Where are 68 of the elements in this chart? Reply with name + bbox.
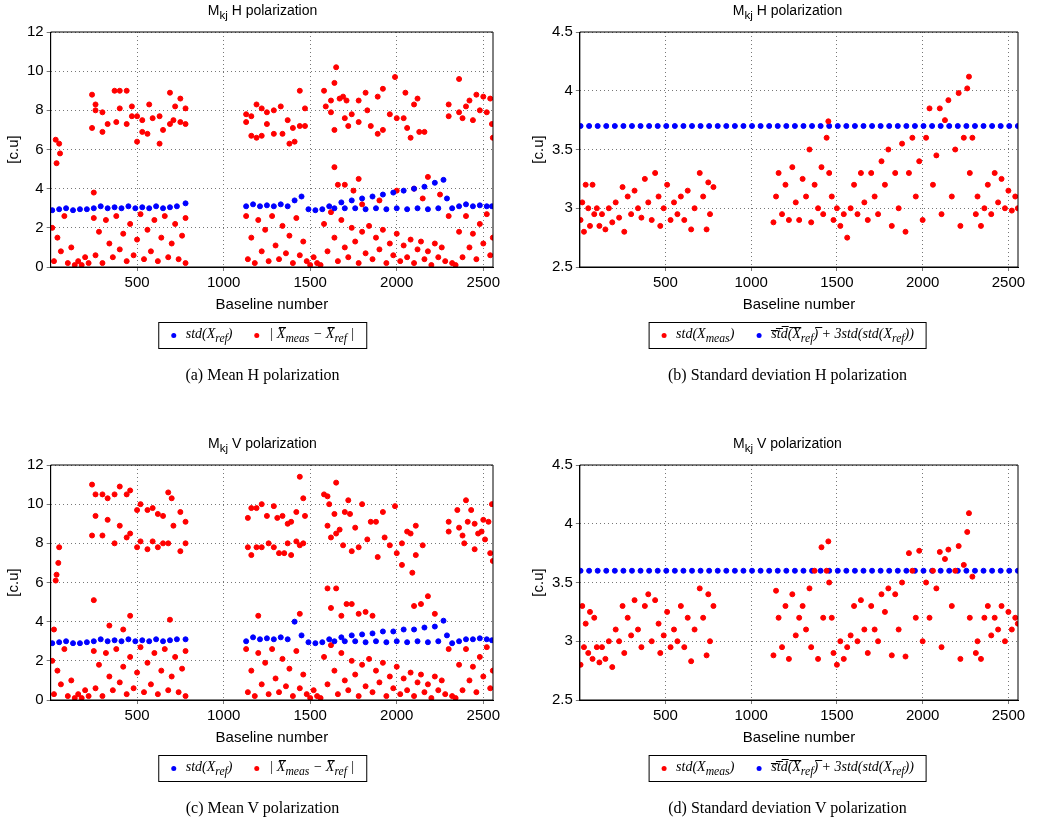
text: (c) Mean V polarization (184, 799, 341, 817)
legend-label: | X̅$_{meas}$ − X̅$_{ref}$ | (269, 759, 355, 778)
text: (d) Standard deviation V polarization (667, 799, 908, 817)
y-tick-label: 8 (35, 100, 44, 118)
legend-label: std(X$_{ref}$) (185, 326, 233, 345)
chart-title: M$_{kj}$ H polarization (206, 2, 319, 21)
y-axis-title: [c.u] (4, 135, 22, 164)
y-axis-title: [c.u] (529, 135, 547, 164)
text: (b) Standard deviation H polarization (666, 366, 908, 384)
y-tick-label: 6 (35, 572, 44, 590)
y-tick-label: 0 (35, 690, 44, 708)
y-tick-label: 3 (564, 631, 573, 649)
legend-label: s̅t̅d̅(̅X̅$_{ref}$)̅ + 3std(std(X$_{ref}$)) (771, 326, 914, 345)
y-tick-label: 4 (564, 80, 573, 98)
y-tick-label: 2.5 (551, 690, 573, 708)
legend-label: std(X$_{meas}$) (676, 759, 735, 778)
y-axis-title: [c.u] (529, 568, 547, 597)
y-tick-label: 10 (27, 61, 44, 79)
x-tick-label: 1500 (293, 273, 327, 291)
y-tick-label: 12 (27, 455, 44, 473)
x-tick-label: 1000 (206, 706, 241, 724)
legend-label: | X̅$_{meas}$ − X̅$_{ref}$ | (269, 326, 355, 345)
text: (a) Mean H polarization (184, 366, 341, 384)
y-tick-label: 8 (35, 533, 44, 551)
x-tick-label: 1500 (820, 706, 854, 724)
y-tick-label: 4 (564, 513, 573, 531)
x-tick-label: 1500 (820, 273, 854, 291)
x-tick-label: 1000 (734, 273, 768, 291)
x-tick-label: 1000 (206, 273, 241, 291)
y-tick-label: 4 (35, 178, 44, 196)
x-tick-label: 500 (124, 273, 150, 291)
x-tick-label: 2000 (905, 706, 940, 724)
x-tick-label: 2500 (466, 706, 500, 724)
chart-title: M$_{kj}$ V polarization (207, 435, 318, 454)
x-tick-label: 500 (124, 706, 150, 724)
y-tick-label: 2 (35, 650, 44, 668)
y-tick-label: 0 (35, 257, 44, 275)
legend-label: std(X$_{ref}$) (185, 759, 233, 778)
y-tick-label: 10 (27, 494, 44, 512)
x-tick-label: 2500 (991, 706, 1026, 724)
y-tick-label: 4.5 (551, 22, 573, 40)
x-tick-label: 2000 (905, 273, 940, 291)
y-tick-label: 12 (27, 22, 44, 40)
x-tick-label: 500 (652, 706, 678, 724)
x-axis-title: Baseline number (215, 295, 329, 313)
chart-title: M$_{kj}$ V polarization (732, 435, 843, 454)
x-tick-label: 2500 (466, 273, 500, 291)
legend-label: std(X$_{meas}$) (676, 326, 735, 345)
x-tick-label: 2500 (991, 273, 1026, 291)
y-tick-label: 3.5 (551, 572, 573, 590)
x-axis-title: Baseline number (742, 295, 856, 313)
y-tick-label: 2 (35, 217, 44, 235)
y-tick-label: 3 (564, 198, 573, 216)
x-tick-label: 2000 (380, 706, 414, 724)
y-tick-label: 4.5 (551, 455, 573, 473)
y-tick-label: 3.5 (551, 139, 573, 157)
x-tick-label: 1500 (293, 706, 327, 724)
x-tick-label: 2000 (380, 273, 414, 291)
x-axis-title: Baseline number (215, 728, 329, 746)
chart-title: M$_{kj}$ H polarization (731, 2, 844, 21)
x-tick-label: 1000 (734, 706, 768, 724)
x-axis-title: Baseline number (742, 728, 856, 746)
y-tick-label: 2.5 (551, 257, 573, 275)
y-axis-title: [c.u] (4, 568, 22, 597)
x-tick-label: 500 (652, 273, 678, 291)
y-tick-label: 4 (35, 611, 44, 629)
legend-label: s̅t̅d̅(̅X̅$_{ref}$)̅ + 3std(std(X$_{ref}$)) (771, 759, 914, 778)
y-tick-label: 6 (35, 139, 44, 157)
